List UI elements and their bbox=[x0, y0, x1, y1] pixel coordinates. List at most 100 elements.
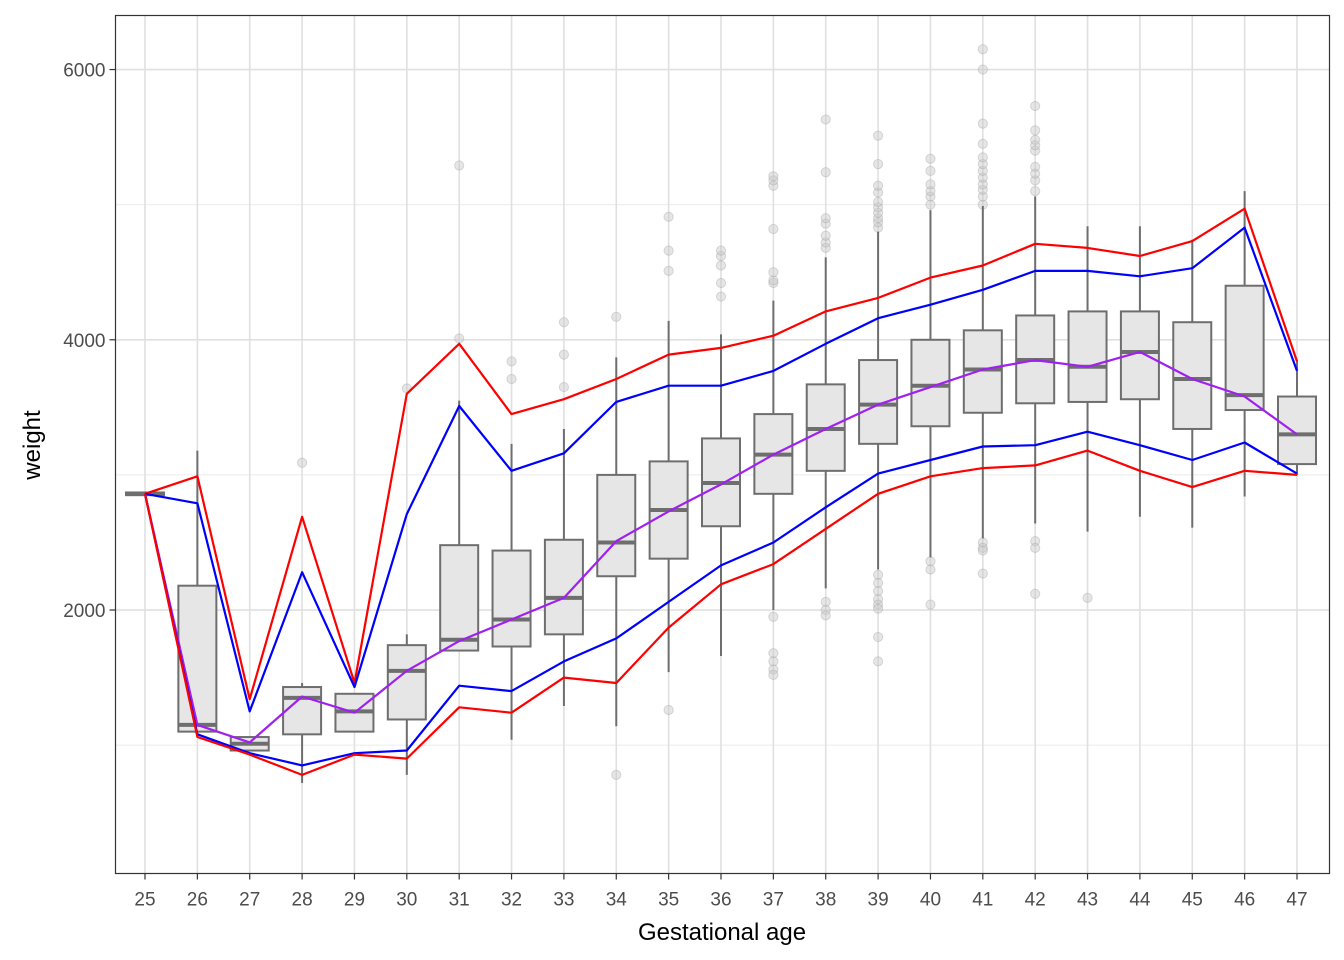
outlier-point bbox=[925, 191, 936, 202]
outlier-point bbox=[715, 277, 727, 289]
outlier-point bbox=[296, 457, 308, 468]
outlier-point bbox=[768, 275, 779, 286]
outlier-point bbox=[977, 191, 988, 202]
outlier-point bbox=[872, 130, 884, 141]
outlier-point bbox=[820, 604, 831, 616]
x-tick-label: 43 bbox=[1077, 890, 1098, 911]
outlier-point bbox=[925, 599, 936, 610]
outlier-points bbox=[296, 44, 1093, 780]
outlier-point bbox=[1030, 161, 1041, 172]
outlier-point bbox=[872, 217, 884, 228]
outlier-point bbox=[820, 114, 831, 125]
outlier-point bbox=[872, 577, 884, 589]
outlier-point bbox=[1030, 134, 1041, 145]
x-tick-label: 40 bbox=[920, 890, 941, 911]
outlier-point bbox=[715, 245, 727, 256]
x-tick-label: 38 bbox=[815, 890, 836, 911]
outlier-point bbox=[925, 186, 936, 197]
x-tick-label: 41 bbox=[972, 890, 993, 911]
x-tick-label: 39 bbox=[868, 890, 889, 911]
series-line-upper-red bbox=[144, 207, 1299, 701]
outlier-point bbox=[872, 196, 884, 208]
outlier-point bbox=[663, 211, 674, 222]
outlier-point bbox=[820, 213, 831, 224]
outlier-point bbox=[558, 349, 570, 360]
outlier-point bbox=[768, 648, 779, 659]
outlier-point bbox=[663, 265, 674, 276]
box bbox=[858, 359, 899, 445]
outlier-point bbox=[768, 656, 779, 667]
outlier-point bbox=[872, 180, 884, 191]
x-tick-label: 27 bbox=[239, 890, 260, 911]
outlier-point bbox=[1030, 175, 1041, 186]
x-tick-label: 30 bbox=[396, 890, 417, 911]
outlier-point bbox=[977, 179, 988, 190]
outlier-point bbox=[925, 199, 936, 210]
outlier-point bbox=[768, 611, 779, 622]
outlier-point bbox=[611, 311, 622, 322]
x-tick-label: 44 bbox=[1129, 890, 1151, 911]
box bbox=[962, 329, 1003, 414]
outlier-point bbox=[715, 291, 727, 302]
outlier-point bbox=[768, 277, 779, 289]
outlier-point bbox=[977, 172, 988, 183]
outlier-point bbox=[1030, 125, 1041, 136]
outlier-point bbox=[872, 599, 884, 610]
x-tick-label: 36 bbox=[710, 890, 731, 911]
x-tick-label: 32 bbox=[501, 890, 522, 911]
y-axis-title: weight bbox=[19, 410, 46, 481]
outlier-point bbox=[925, 179, 936, 190]
outlier-point bbox=[872, 586, 884, 597]
x-tick-label: 33 bbox=[553, 890, 574, 911]
outlier-point bbox=[977, 138, 988, 149]
x-tick-label: 45 bbox=[1182, 890, 1203, 911]
outlier-point bbox=[768, 180, 779, 191]
outlier-point bbox=[1030, 100, 1041, 112]
series-line-lower-blue bbox=[143, 430, 1298, 767]
y-tick-label: 2000 bbox=[63, 601, 105, 622]
series-line-upper-blue bbox=[144, 226, 1299, 713]
outlier-point bbox=[820, 167, 831, 178]
outlier-point bbox=[663, 245, 674, 256]
boxplot-37 bbox=[753, 300, 794, 611]
x-tick-label: 25 bbox=[134, 890, 155, 911]
series-line-mean-purple bbox=[143, 350, 1298, 744]
boxplot-27 bbox=[229, 736, 270, 752]
y-tick-label: 4000 bbox=[63, 331, 105, 352]
outlier-point bbox=[506, 373, 517, 385]
outlier-point bbox=[872, 213, 884, 224]
x-tick-label: 37 bbox=[763, 890, 784, 911]
box bbox=[282, 686, 323, 736]
x-tick-label: 31 bbox=[449, 890, 470, 911]
outlier-point bbox=[715, 250, 727, 262]
outlier-point bbox=[872, 656, 884, 667]
outlier-point bbox=[977, 152, 988, 163]
outlier-point bbox=[768, 267, 779, 278]
outlier-point bbox=[872, 202, 884, 213]
y-axis: 2000 4000 6000 bbox=[63, 61, 116, 622]
outlier-point bbox=[872, 207, 884, 218]
outlier-point bbox=[1030, 145, 1041, 156]
x-tick-label: 47 bbox=[1286, 890, 1307, 911]
box bbox=[1172, 321, 1213, 430]
box bbox=[1224, 284, 1265, 412]
outlier-point bbox=[663, 704, 674, 716]
boxplot-32 bbox=[491, 443, 532, 740]
box bbox=[1277, 395, 1317, 466]
outlier-point bbox=[977, 545, 988, 556]
outlier-point bbox=[872, 603, 884, 614]
outlier-point bbox=[558, 381, 570, 393]
x-tick-label: 29 bbox=[344, 890, 365, 911]
outlier-point bbox=[1030, 542, 1041, 553]
outlier-point bbox=[977, 118, 988, 129]
boxplot-46 bbox=[1224, 191, 1265, 497]
boxplot-47 bbox=[1277, 360, 1317, 475]
outlier-point bbox=[820, 230, 831, 241]
outlier-point bbox=[977, 568, 988, 579]
outlier-point bbox=[872, 631, 884, 643]
outlier-point bbox=[925, 165, 936, 176]
outlier-point bbox=[977, 44, 988, 55]
outlier-point bbox=[977, 542, 988, 553]
outlier-point bbox=[768, 171, 779, 182]
outlier-point bbox=[977, 159, 988, 170]
